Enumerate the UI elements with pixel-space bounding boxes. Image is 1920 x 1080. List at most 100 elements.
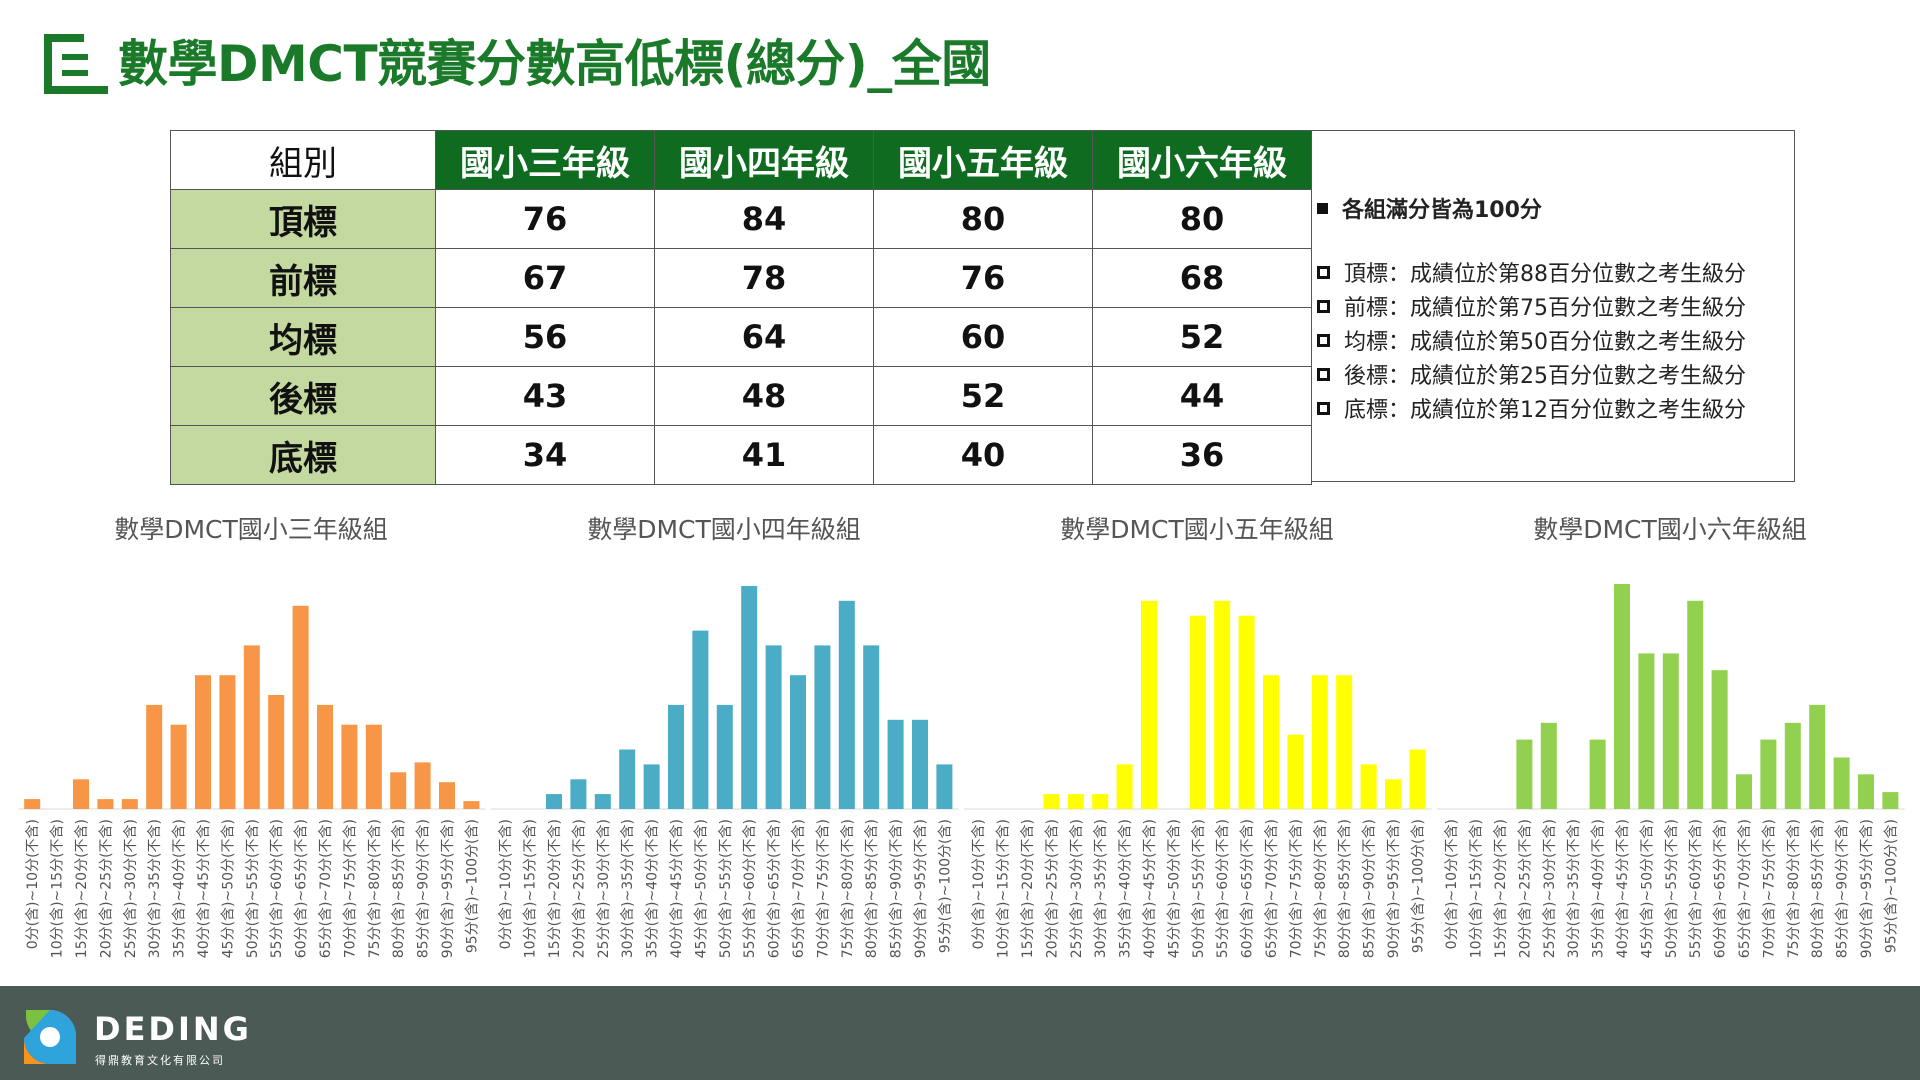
notes-box: 各組滿分皆為100分 頂標：成績位於第88百分位數之考生級分 前標：成績位於第7… (1311, 130, 1795, 482)
chart-title-grade3: 數學DMCT國小三年級組 (114, 515, 388, 544)
bar (643, 764, 660, 809)
x-tick-label: 45分(含)~50分(不含) (693, 819, 709, 958)
bar (1385, 779, 1401, 809)
x-tick-label: 0分(含)~10分(不含) (25, 819, 41, 949)
row-label: 底標 (170, 425, 436, 485)
bar (1516, 739, 1533, 809)
x-tick-label: 60分(含)~65分(不含) (1240, 819, 1256, 958)
footer-bar: DEDING 得鼎教育文化有限公司 (0, 986, 1920, 1080)
bar (24, 799, 41, 809)
bar (1214, 600, 1231, 809)
x-tick-label: 65分(含)~70分(不含) (1737, 819, 1753, 958)
histogram-charts: 0分(含)~10分(不含) 10分(含)~15分(不含) 15分(含)~20分(不含… (18, 584, 1905, 958)
x-tick-label: 15分(含)~20分(不含) (74, 819, 90, 958)
bar (838, 600, 855, 809)
x-tick-label: 55分(含)~60分(不含) (742, 819, 758, 958)
bar (121, 799, 138, 809)
note-item-text: 後標：成績位於第25百分位數之考生級分 (1344, 364, 1746, 389)
bar (594, 794, 611, 809)
bar (1809, 704, 1826, 809)
x-tick-label: 80分(含)~85分(不含) (1337, 819, 1353, 958)
x-tick-label: 0分(含)~10分(不含) (498, 819, 514, 949)
note-main-text: 各組滿分皆為100分 (1342, 198, 1542, 223)
table-row: 後標 43 48 52 44 (170, 366, 1312, 426)
table-cell: 76 (435, 189, 655, 249)
bar (912, 719, 928, 809)
x-tick-label: 45分(含)~50分(不含) (1166, 819, 1182, 958)
x-tick-label: 30分(含)~35分(不含) (620, 819, 636, 958)
x-tick-label: 40分(含)~45分(不含) (669, 819, 685, 958)
x-tick-label: 15分(含)~20分(不含) (1493, 819, 1509, 958)
bar (1540, 722, 1557, 809)
hollow-square-bullet-icon (1317, 299, 1330, 313)
note-item: 頂標：成績位於第88百分位數之考生級分 (1317, 255, 1794, 289)
table-cell: 80 (1092, 189, 1312, 249)
x-tick-label: 55分(含)~60分(不含) (1215, 819, 1231, 958)
bar (887, 719, 904, 809)
chart-panel-1: 0分(含)~10分(不含) 10分(含)~15分(不含) 15分(含)~20分(不含… (491, 586, 959, 958)
note-item-text: 前標：成績位於第75百分位數之考生級分 (1344, 296, 1746, 321)
x-tick-label: 75分(含)~80分(不含) (367, 819, 383, 958)
logo-text: DEDING (94, 1010, 252, 1048)
bar (439, 782, 455, 809)
bar (292, 605, 309, 809)
x-tick-label: 20分(含)~25分(不含) (98, 819, 114, 958)
x-tick-label: 75分(含)~80分(不含) (1786, 819, 1802, 958)
table-row: 均標 56 64 60 52 (170, 307, 1312, 367)
table-cell: 43 (435, 366, 655, 426)
x-tick-label: 60分(含)~65分(不含) (294, 819, 310, 958)
x-tick-label: 30分(含)~35分(不含) (147, 819, 163, 958)
x-tick-label: 85分(含)~90分(不含) (1362, 819, 1378, 958)
x-tick-label: 25分(含)~30分(不含) (596, 819, 612, 958)
x-tick-label: 75分(含)~80分(不含) (840, 819, 856, 958)
table-cell: 68 (1092, 248, 1312, 308)
bar (936, 764, 953, 809)
x-tick-label: 30分(含)~35分(不含) (1566, 819, 1582, 958)
x-tick-label: 95分(含)~100分(含) (464, 819, 480, 953)
bar (1336, 675, 1353, 809)
bar (414, 762, 431, 809)
x-tick-label: 20分(含)~25分(不含) (1044, 819, 1060, 958)
bar (1858, 774, 1874, 809)
hollow-square-bullet-icon (1317, 401, 1330, 415)
column-header-grade3: 國小三年級 (435, 130, 655, 190)
x-tick-label: 20分(含)~25分(不含) (1517, 819, 1533, 958)
row-label: 均標 (170, 307, 436, 367)
note-item: 後標：成績位於第25百分位數之考生級分 (1317, 357, 1794, 391)
column-header-grade4: 國小四年級 (654, 130, 874, 190)
bar (741, 586, 758, 809)
bar (1638, 653, 1655, 809)
x-tick-label: 35分(含)~40分(不含) (1118, 819, 1134, 958)
bar (390, 772, 407, 809)
x-tick-label: 90分(含)~95分(不含) (440, 819, 456, 958)
table-cell: 44 (1092, 366, 1312, 426)
bar (1409, 749, 1426, 809)
bar (1882, 792, 1899, 809)
x-tick-label: 65分(含)~70分(不含) (1264, 819, 1280, 958)
x-tick-label: 15分(含)~20分(不含) (547, 819, 563, 958)
x-tick-label: 85分(含)~90分(不含) (1835, 819, 1851, 958)
table-cell: 41 (654, 425, 874, 485)
column-header-grade5: 國小五年級 (873, 130, 1093, 190)
bar (1311, 675, 1328, 809)
x-tick-label: 70分(含)~75分(不含) (342, 819, 358, 958)
bar (243, 645, 260, 809)
chart-panel-2: 0分(含)~10分(不含) 10分(含)~15分(不含) 15分(含)~20分(不含… (964, 600, 1432, 958)
bar (863, 645, 880, 809)
x-tick-label: 35分(含)~40分(不含) (172, 819, 188, 958)
x-tick-label: 40分(含)~45分(不含) (1615, 819, 1631, 958)
hollow-square-bullet-icon (1317, 367, 1330, 381)
table-cell: 67 (435, 248, 655, 308)
bar (463, 801, 480, 809)
table-cell: 80 (873, 189, 1093, 249)
bar (1687, 600, 1704, 809)
note-item-text: 底標：成績位於第12百分位數之考生級分 (1344, 398, 1746, 423)
bar (1360, 764, 1377, 809)
x-tick-label: 10分(含)~15分(不含) (1469, 819, 1485, 958)
x-tick-label: 95分(含)~100分(含) (1883, 819, 1899, 953)
bar (1760, 739, 1777, 809)
table-cell: 48 (654, 366, 874, 426)
x-tick-label: 0分(含)~10分(不含) (1444, 819, 1460, 949)
bar (268, 695, 285, 809)
row-label: 後標 (170, 366, 436, 426)
